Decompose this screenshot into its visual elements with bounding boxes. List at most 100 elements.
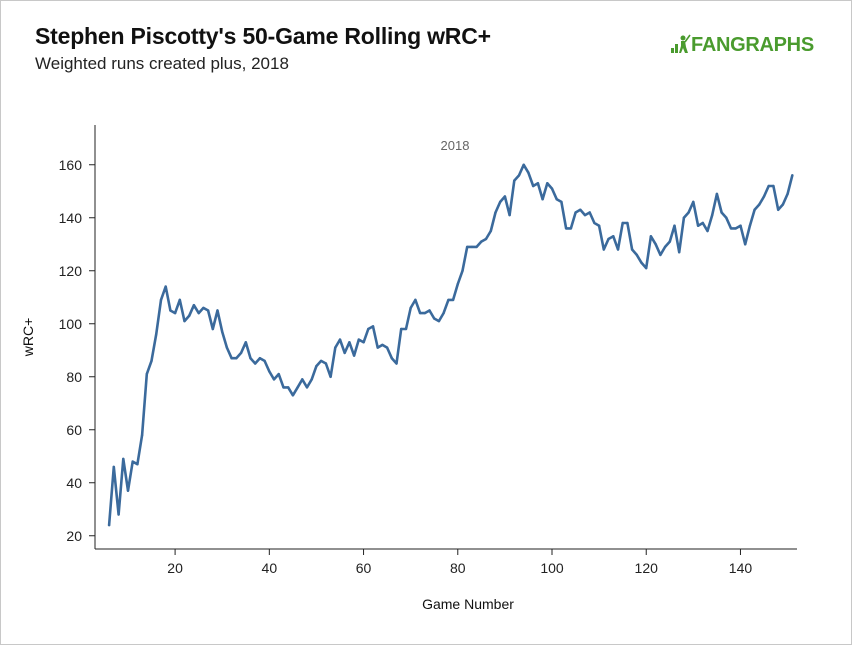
data-point: [192, 304, 196, 307]
data-point: [725, 216, 728, 219]
data-point: [117, 513, 120, 516]
data-point: [593, 221, 596, 225]
data-point: [536, 182, 540, 185]
data-point: [442, 311, 445, 315]
data-point: [470, 245, 474, 249]
data-point: [715, 192, 719, 196]
data-point: [678, 251, 681, 254]
y-tick-label: 20: [66, 528, 82, 544]
data-point: [739, 224, 742, 227]
data-point: [409, 306, 412, 310]
data-point: [404, 327, 408, 331]
data-point: [791, 174, 794, 177]
data-point: [711, 213, 714, 217]
data-point: [720, 211, 723, 214]
data-point: [112, 465, 116, 469]
data-point: [188, 314, 191, 317]
data-point: [173, 311, 177, 315]
data-point: [277, 372, 280, 376]
data-point: [579, 208, 582, 211]
data-point: [258, 357, 262, 360]
data-point: [635, 253, 638, 257]
batter-icon: [671, 34, 691, 53]
data-point: [329, 375, 332, 378]
data-point: [786, 192, 789, 196]
data-point: [682, 216, 686, 219]
data-point: [621, 221, 624, 225]
data-point: [626, 221, 629, 225]
x-tick-label: 120: [635, 560, 659, 576]
data-point: [772, 184, 775, 188]
data-point: [663, 245, 667, 249]
y-tick-label: 100: [59, 316, 83, 332]
data-point: [338, 338, 342, 341]
data-point: [433, 317, 436, 320]
y-axis-title: wRC+: [20, 318, 36, 358]
data-point: [706, 229, 709, 233]
data-point: [310, 378, 313, 381]
y-tick-label: 160: [59, 157, 83, 173]
data-point: [541, 198, 544, 201]
data-point: [296, 386, 299, 389]
data-point: [484, 237, 488, 241]
data-point: [381, 343, 384, 347]
data-point: [216, 309, 219, 312]
data-point: [447, 298, 450, 302]
data-point: [371, 325, 375, 328]
data-point: [400, 327, 403, 331]
chart-subtitle: Weighted runs created plus, 2018: [35, 54, 289, 73]
data-point: [513, 179, 516, 182]
x-axis-title: Game Number: [422, 596, 514, 612]
data-point: [560, 200, 563, 204]
data-point: [334, 346, 337, 349]
data-point: [546, 182, 549, 185]
data-point: [291, 394, 295, 397]
data-point: [673, 224, 676, 227]
data-point: [517, 174, 521, 177]
x-tick-label: 60: [356, 560, 372, 576]
x-tick-label: 100: [540, 560, 564, 576]
data-point: [659, 253, 662, 257]
data-point: [164, 285, 167, 288]
data-point: [423, 311, 426, 315]
data-point: [268, 370, 271, 373]
data-point: [155, 333, 158, 336]
data-point: [206, 309, 210, 312]
data-point: [729, 227, 733, 230]
data-point: [640, 261, 643, 264]
chart-title: Stephen Piscotty's 50-Game Rolling wRC+: [35, 23, 491, 49]
data-point: [126, 489, 130, 492]
data-point: [362, 341, 365, 344]
data-point: [668, 240, 671, 243]
data-point: [178, 298, 181, 302]
data-point: [221, 330, 224, 333]
year-annotation: 2018: [441, 138, 470, 153]
data-point: [475, 245, 478, 249]
data-point: [414, 298, 417, 302]
data-point: [555, 198, 558, 201]
data-point: [527, 171, 530, 174]
y-tick-label: 60: [66, 422, 82, 438]
data-point: [701, 221, 704, 225]
x-tick-label: 40: [262, 560, 278, 576]
data-point: [348, 341, 351, 344]
data-point: [762, 195, 766, 198]
data-point: [136, 463, 139, 466]
data-point: [418, 311, 422, 315]
data-point: [532, 184, 535, 188]
logo-text: FANGRAPHS: [691, 34, 814, 56]
fangraphs-logo: FANGRAPHS: [669, 34, 814, 57]
data-point: [597, 224, 601, 227]
data-point: [202, 306, 205, 310]
data-point: [159, 298, 163, 302]
x-tick-label: 20: [167, 560, 183, 576]
x-tick-label: 140: [729, 560, 753, 576]
data-point: [451, 298, 455, 302]
data-point: [324, 362, 328, 365]
data-point: [480, 240, 483, 243]
data-point: [225, 346, 229, 349]
data-point: [272, 378, 276, 381]
data-point: [230, 357, 233, 360]
data-point: [428, 309, 431, 312]
